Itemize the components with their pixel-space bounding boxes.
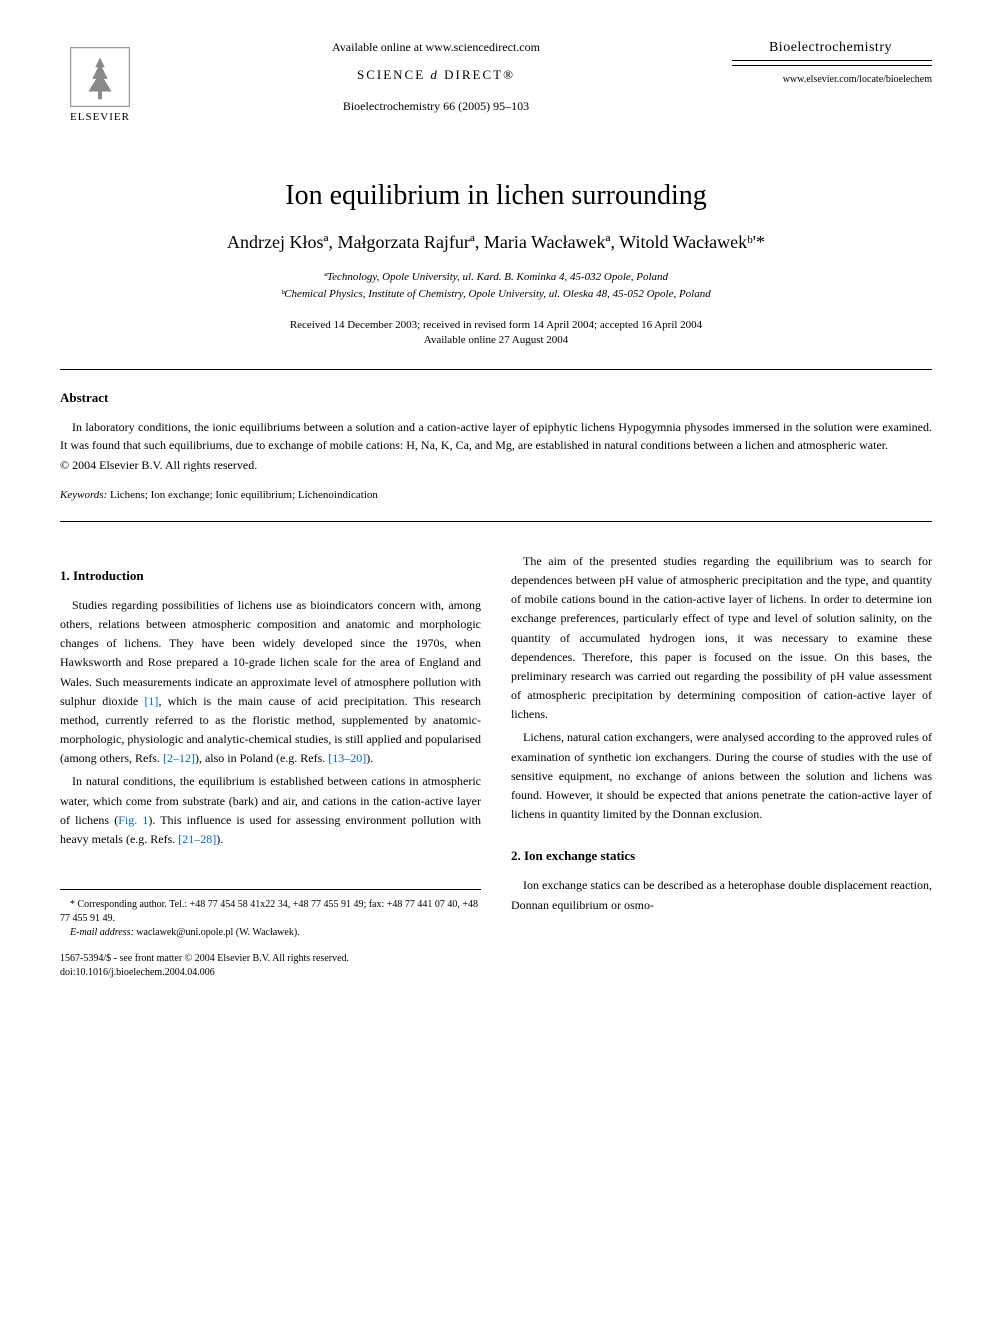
abstract-copyright: © 2004 Elsevier B.V. All rights reserved… — [60, 458, 932, 473]
left-column: 1. Introduction Studies regarding possib… — [60, 552, 481, 980]
science-direct-logo: SCIENCE d DIRECT® — [160, 67, 712, 83]
ref-link-21-28[interactable]: [21–28] — [178, 832, 216, 846]
journal-citation: Bioelectrochemistry 66 (2005) 95–103 — [160, 99, 712, 114]
intro-paragraph-1: Studies regarding possibilities of liche… — [60, 596, 481, 769]
keywords-text: Lichens; Ion exchange; Ionic equilibrium… — [107, 489, 378, 501]
copyright-footer: 1567-5394/$ - see front matter © 2004 El… — [60, 952, 481, 966]
article-dates: Received 14 December 2003; received in r… — [60, 318, 932, 349]
abstract-text: In laboratory conditions, the ionic equi… — [60, 418, 932, 454]
ref-link-1[interactable]: [1] — [144, 694, 158, 708]
abstract-section: Abstract In laboratory conditions, the i… — [60, 390, 932, 501]
right-column: The aim of the presented studies regardi… — [511, 552, 932, 980]
section2-heading: 2. Ion exchange statics — [511, 848, 932, 864]
keywords-label: Keywords: — [60, 489, 107, 501]
article-title: Ion equilibrium in lichen surrounding — [60, 180, 932, 212]
authors: Andrzej Kłosª, Małgorzata Rajfurª, Maria… — [60, 232, 932, 253]
science-text: SCIENCE — [357, 67, 425, 82]
fig-link-1[interactable]: Fig. 1 — [118, 813, 148, 827]
section2-paragraph-1: Ion exchange statics can be described as… — [511, 876, 932, 914]
email-address: waclawek@uni.opole.pl (W. Wacławek). — [134, 927, 300, 938]
affiliation-a: ªTechnology, Opole University, ul. Kard.… — [60, 269, 932, 286]
center-header: Available online at www.sciencedirect.co… — [140, 40, 732, 114]
divider — [60, 521, 932, 522]
at-symbol: d — [430, 67, 444, 82]
keywords: Keywords: Lichens; Ion exchange; Ionic e… — [60, 489, 932, 501]
right-header: Bioelectrochemistry www.elsevier.com/loc… — [732, 40, 932, 85]
journal-url: www.elsevier.com/locate/bioelechem — [732, 74, 932, 85]
elsevier-tree-icon — [70, 47, 130, 107]
col2-paragraph-2: Lichens, natural cation exchangers, were… — [511, 728, 932, 824]
title-section: Ion equilibrium in lichen surrounding An… — [60, 180, 932, 349]
doi: doi:10.1016/j.bioelechem.2004.04.006 — [60, 966, 481, 980]
dates-line2: Available online 27 August 2004 — [60, 333, 932, 348]
corresponding-author: * Corresponding author. Tel.: +48 77 454… — [60, 898, 481, 926]
divider — [60, 369, 932, 370]
available-online-text: Available online at www.sciencedirect.co… — [160, 40, 712, 55]
publisher-logo: ELSEVIER — [60, 40, 140, 130]
affiliations: ªTechnology, Opole University, ul. Kard.… — [60, 269, 932, 302]
journal-name: Bioelectrochemistry — [732, 40, 892, 56]
ref-link-2-12[interactable]: [2–12] — [163, 751, 195, 765]
footnote-section: * Corresponding author. Tel.: +48 77 454… — [60, 889, 481, 980]
abstract-heading: Abstract — [60, 390, 932, 406]
email-line: E-mail address: waclawek@uni.opole.pl (W… — [60, 926, 481, 940]
email-label: E-mail address: — [70, 927, 134, 938]
intro-paragraph-2: In natural conditions, the equilibrium i… — [60, 772, 481, 849]
col2-paragraph-1: The aim of the presented studies regardi… — [511, 552, 932, 725]
body-columns: 1. Introduction Studies regarding possib… — [60, 552, 932, 980]
divider — [732, 60, 932, 61]
ref-link-13-20[interactable]: [13–20] — [328, 751, 366, 765]
publisher-name: ELSEVIER — [70, 111, 130, 123]
intro-heading: 1. Introduction — [60, 568, 481, 584]
affiliation-b: ᵇChemical Physics, Institute of Chemistr… — [60, 286, 932, 303]
dates-line1: Received 14 December 2003; received in r… — [60, 318, 932, 333]
header-section: ELSEVIER Available online at www.science… — [60, 40, 932, 130]
divider — [732, 65, 932, 66]
direct-text: DIRECT® — [444, 67, 515, 82]
